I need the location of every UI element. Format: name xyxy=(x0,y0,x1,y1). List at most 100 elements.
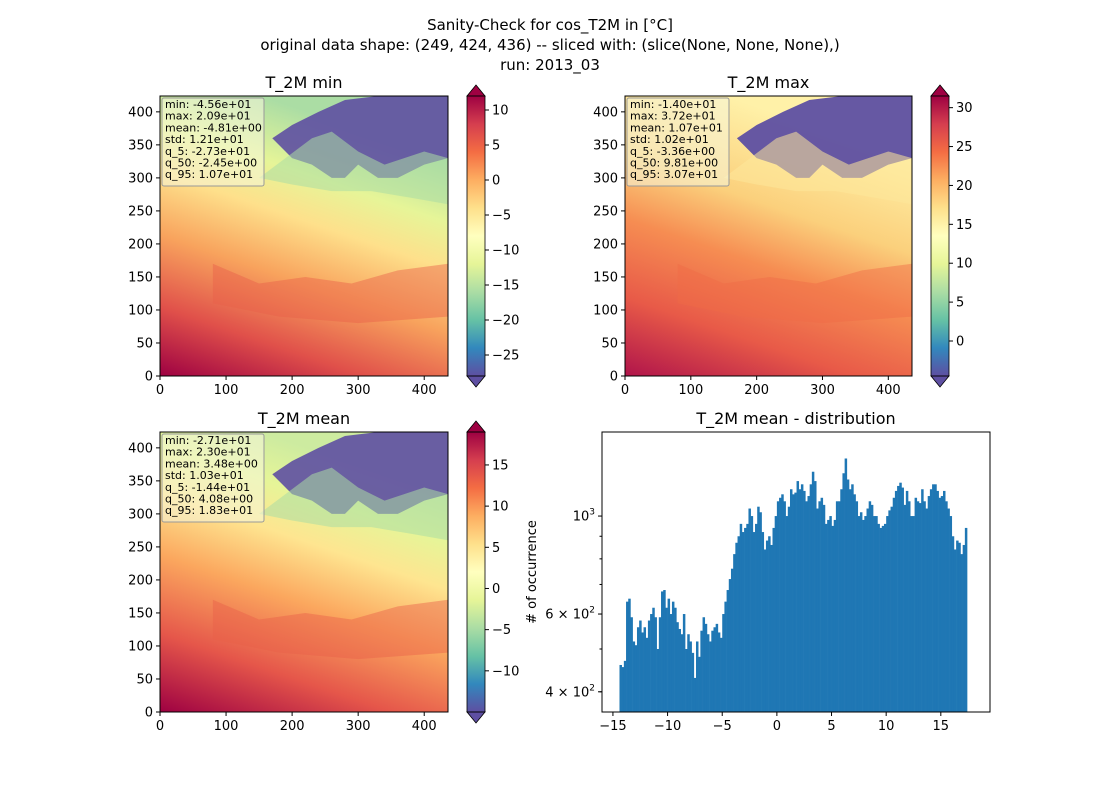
histogram-bar xyxy=(877,523,880,712)
colorbar-tick-label: 25 xyxy=(956,140,973,155)
histogram-bar xyxy=(733,554,736,712)
colorbar-tick-label: 10 xyxy=(492,104,509,119)
histogram-bar xyxy=(859,512,863,712)
histogram-bar xyxy=(883,523,887,712)
y-tick-label: 300 xyxy=(128,507,153,522)
histogram-bar xyxy=(643,627,647,712)
y-tick-label: 400 xyxy=(128,441,153,456)
colorbar-extend-max xyxy=(930,84,950,97)
histogram-bar xyxy=(685,648,688,712)
histogram-bar xyxy=(960,554,963,712)
histogram-bar xyxy=(645,637,649,712)
stats-line: std: 1.03e+01 xyxy=(165,469,244,482)
colorbar-tick-label: 5 xyxy=(492,139,500,154)
histogram-bar xyxy=(824,523,828,712)
histogram-bar xyxy=(862,519,865,712)
axes-frame xyxy=(159,95,449,377)
x-tick-label: 200 xyxy=(280,383,305,398)
histogram-bar xyxy=(654,617,657,712)
colorbar-tick-label: 10 xyxy=(956,257,973,272)
cool-region xyxy=(723,131,912,205)
histogram-bar xyxy=(737,536,741,712)
y-tick-exponent: 2 xyxy=(589,606,595,616)
colorbar-tick-label: 15 xyxy=(956,218,973,233)
histogram-bar xyxy=(750,516,754,712)
colorbar: −10 −5 0 5 10 15 xyxy=(466,420,519,724)
histogram-bar xyxy=(722,614,725,712)
histogram-bar xyxy=(811,471,815,712)
colorbar-extend-min xyxy=(930,375,950,388)
histogram-bar xyxy=(700,630,703,712)
y-tick-label: 100 xyxy=(128,303,153,318)
histogram-bar xyxy=(634,645,638,712)
x-tick-label: 100 xyxy=(214,383,239,398)
histogram-bar xyxy=(770,544,773,712)
x-tick-label: 15 xyxy=(933,719,950,734)
colorbar-tick-label: 0 xyxy=(956,335,964,350)
y-tick-label: 150 xyxy=(593,270,618,285)
histogram-bar xyxy=(938,497,942,712)
histogram-bar xyxy=(730,568,734,712)
stats-line: q_5: -2.73e+01 xyxy=(165,145,250,158)
y-tick-mantissa: 6 × 10 xyxy=(545,608,589,623)
histogram-bar xyxy=(814,481,817,712)
histogram-bar xyxy=(741,532,745,712)
histogram-bar xyxy=(632,641,636,712)
colorbar-tick-label: 5 xyxy=(492,541,500,556)
histogram-bar xyxy=(709,641,712,712)
histogram-bar xyxy=(757,506,760,712)
histogram-bar xyxy=(652,607,655,712)
histogram-bar xyxy=(724,601,727,712)
histogram-bar xyxy=(827,519,830,712)
y-tick-label: 100 xyxy=(593,303,618,318)
histogram-bar xyxy=(800,484,804,712)
histogram-bar xyxy=(698,656,701,712)
histogram-bar xyxy=(892,497,896,712)
colorbar-tick-label: −5 xyxy=(492,209,511,224)
histogram-bar xyxy=(636,627,640,712)
histogram-bar xyxy=(927,496,931,712)
histogram-bar xyxy=(774,516,778,712)
colorbar-frame xyxy=(466,431,486,713)
y-tick-label: 50 xyxy=(601,336,618,351)
histogram-bar xyxy=(772,527,775,712)
histogram-bar xyxy=(809,484,813,712)
y-tick-label: 50 xyxy=(136,336,153,351)
stats-line: q_50: 9.81e+00 xyxy=(630,157,718,170)
colorbar-frame xyxy=(930,95,950,377)
x-tick-label: −10 xyxy=(654,719,681,734)
histogram-bar xyxy=(910,516,913,712)
histogram-bar xyxy=(835,501,839,712)
histogram-bar xyxy=(763,549,767,712)
histogram-bar xyxy=(940,496,944,712)
stats-line: q_50: -2.45e+00 xyxy=(165,157,257,170)
x-tick-label: 300 xyxy=(346,383,371,398)
histogram-bar xyxy=(962,544,966,712)
histogram-bar xyxy=(918,503,922,712)
histogram-bar xyxy=(739,523,743,712)
y-tick-label: 150 xyxy=(128,606,153,621)
histogram-bar xyxy=(794,492,797,712)
cool-region xyxy=(259,467,448,541)
histogram-bar xyxy=(936,490,939,712)
histogram-bar xyxy=(964,527,968,712)
histogram-bar xyxy=(864,516,867,712)
stats-line: max: 3.72e+01 xyxy=(630,110,716,123)
y-tick-label: 50 xyxy=(136,672,153,687)
histogram-bar xyxy=(929,489,933,712)
colorbar-tick-label: −10 xyxy=(492,664,519,679)
figure-title-line-1: Sanity-Check for cos_T2M in [°C] xyxy=(427,16,673,35)
histogram-bar xyxy=(897,485,900,712)
histogram-bar xyxy=(796,481,800,712)
histogram-bar xyxy=(879,527,883,712)
histogram-bar xyxy=(755,523,758,712)
stats-line: q_95: 1.07e+01 xyxy=(165,168,253,181)
x-tick-label: 300 xyxy=(810,383,835,398)
y-tick-label: 400 xyxy=(128,105,153,120)
histogram-bar xyxy=(776,501,780,712)
histogram-bar xyxy=(912,516,915,712)
colorbar-tick-label: 10 xyxy=(492,500,509,515)
histogram-bar xyxy=(713,627,716,712)
histogram-bar xyxy=(702,617,706,712)
y-tick-label: 350 xyxy=(593,138,618,153)
